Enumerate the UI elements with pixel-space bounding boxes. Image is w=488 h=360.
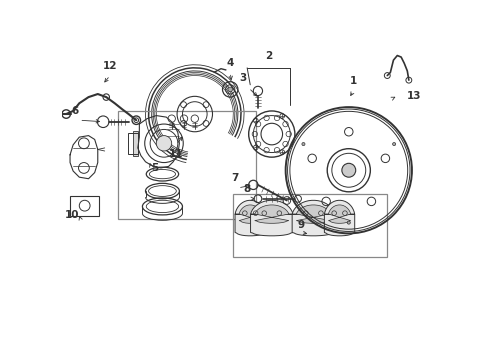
- Text: 2: 2: [264, 51, 272, 61]
- Text: 8: 8: [243, 184, 250, 194]
- Circle shape: [392, 143, 395, 145]
- Polygon shape: [296, 205, 330, 223]
- Circle shape: [156, 136, 171, 151]
- Polygon shape: [239, 205, 261, 223]
- Text: 12: 12: [102, 61, 117, 71]
- Text: 5: 5: [151, 163, 159, 173]
- Bar: [127, 132, 138, 154]
- Circle shape: [341, 163, 355, 177]
- Text: 4: 4: [226, 58, 233, 68]
- Text: 7: 7: [231, 173, 238, 183]
- Circle shape: [301, 143, 305, 145]
- Polygon shape: [235, 200, 265, 236]
- Polygon shape: [133, 131, 138, 156]
- Text: 11: 11: [169, 149, 183, 159]
- Text: 6: 6: [72, 105, 79, 116]
- Polygon shape: [250, 200, 292, 236]
- Text: 9: 9: [297, 220, 304, 230]
- Text: 13: 13: [406, 91, 420, 100]
- Bar: [70, 195, 99, 216]
- Bar: [233, 194, 386, 257]
- Polygon shape: [291, 200, 334, 236]
- Text: 10: 10: [64, 210, 79, 220]
- Polygon shape: [254, 205, 288, 223]
- Circle shape: [346, 221, 349, 224]
- Circle shape: [227, 87, 232, 92]
- Polygon shape: [328, 205, 350, 223]
- Text: 3: 3: [239, 73, 245, 83]
- Polygon shape: [324, 200, 354, 236]
- Bar: [118, 111, 256, 219]
- Text: 1: 1: [349, 76, 356, 86]
